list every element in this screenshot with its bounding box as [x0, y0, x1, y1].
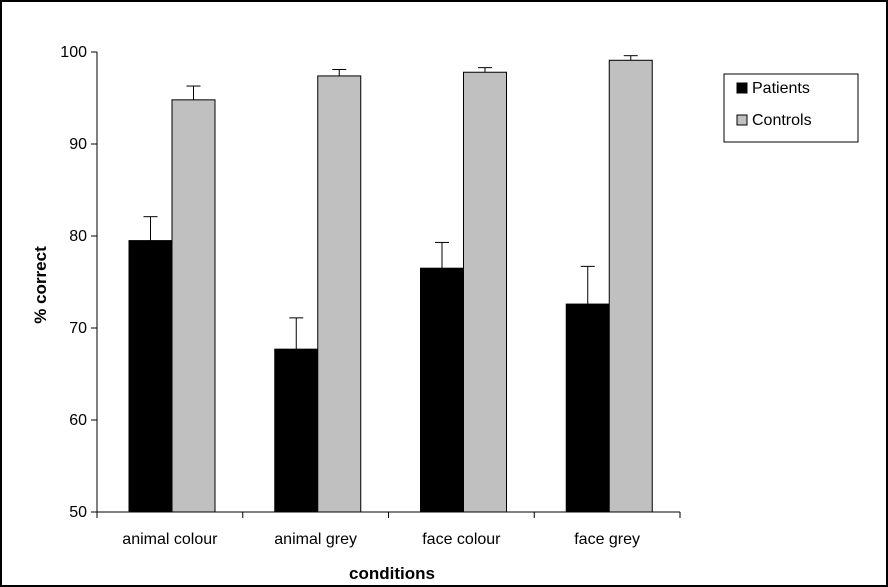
x-tick-label: face colour	[422, 531, 501, 548]
bar-patients-face-colour	[420, 267, 464, 513]
axes	[96, 52, 681, 518]
bar-patients-animal-colour	[128, 240, 173, 513]
legend-label-patients: Patients	[752, 80, 810, 97]
bar-patients-animal-grey	[274, 348, 319, 513]
x-tick-label: animal grey	[274, 531, 357, 548]
y-tick-label: 80	[69, 228, 87, 245]
y-tick-label: 90	[69, 136, 87, 153]
x-axis-title: conditions	[349, 564, 435, 583]
y-tick-label: 60	[69, 412, 87, 429]
bar-controls-face-grey	[608, 59, 653, 513]
bar-controls-animal-grey	[317, 75, 362, 513]
y-axis-title: % correct	[31, 246, 50, 324]
y-tick-label: 50	[69, 504, 87, 521]
bars-group	[128, 55, 653, 513]
bar-controls-animal-colour	[171, 99, 216, 513]
legend-swatch-controls	[736, 114, 748, 126]
y-tick-label: 70	[69, 320, 87, 337]
x-tick-label: animal colour	[122, 531, 218, 548]
y-axis-ticks: 50 60 70 80 90 100	[60, 44, 97, 521]
legend: Patients Controls	[723, 73, 859, 143]
y-tick-label: 100	[60, 44, 87, 61]
x-axis-tick-labels: animal colour animal grey face colour face …	[122, 531, 640, 548]
bar-controls-face-colour	[463, 71, 507, 513]
legend-swatch-patients	[736, 82, 748, 94]
x-tick-label: face grey	[574, 531, 640, 548]
bar-patients-face-grey	[565, 303, 610, 513]
legend-label-controls: Controls	[752, 112, 812, 129]
